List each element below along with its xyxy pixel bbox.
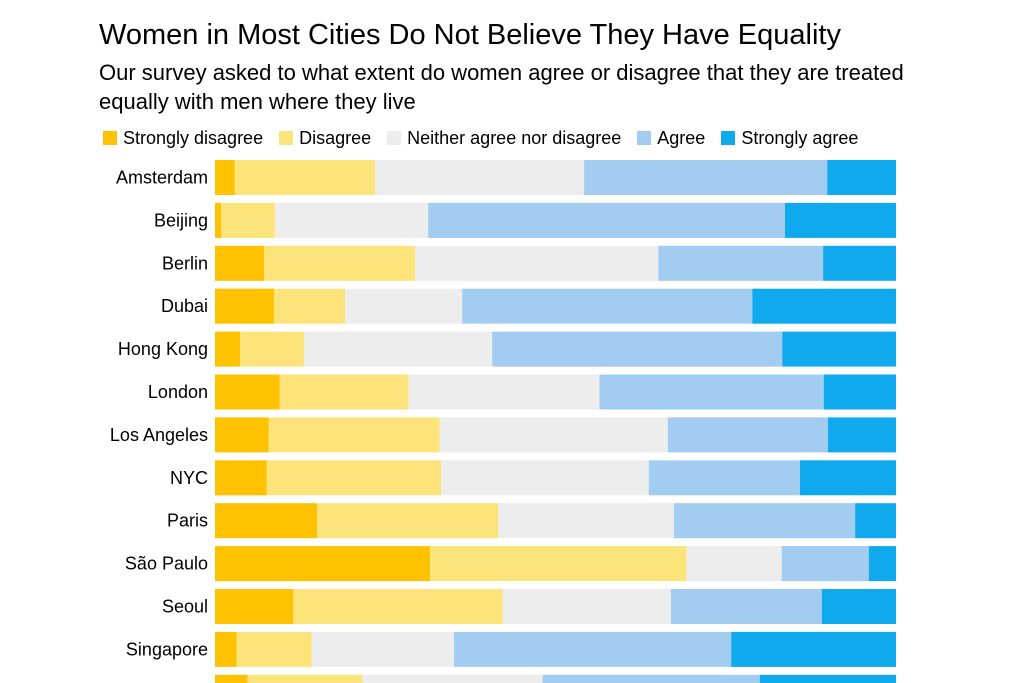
category-label: Beijing (154, 210, 208, 230)
bar-segment (439, 417, 668, 453)
bar-segment (599, 374, 824, 410)
chart-subtitle: Our survey asked to what extent do women… (99, 60, 904, 114)
bar-segment (686, 546, 782, 582)
bar-segment (731, 631, 896, 667)
bar-segment (215, 674, 248, 683)
legend-label: Disagree (299, 128, 372, 148)
bar-segment (247, 674, 363, 683)
bar-segment (293, 589, 503, 624)
bar-segment (345, 288, 463, 324)
bar-segment (667, 417, 828, 453)
bar-segment (454, 631, 732, 667)
bar-segment (311, 631, 455, 667)
legend-label: Strongly agree (741, 128, 859, 148)
legend: Strongly disagree Disagree Neither agree n… (103, 127, 874, 149)
bar-segment (215, 417, 269, 453)
bar-segment (670, 589, 822, 624)
bar-segment (268, 417, 440, 453)
category-label: Dubai (161, 296, 208, 316)
legend-label: Agree (657, 128, 706, 148)
legend-swatch (279, 131, 294, 145)
category-label: São Paulo (125, 554, 208, 574)
bar-segment (362, 674, 543, 683)
bar-segment (781, 546, 869, 582)
bar-segment (317, 503, 499, 539)
bar-segment (673, 503, 856, 539)
bar-segment (236, 631, 312, 667)
bar-segment (215, 374, 280, 410)
bar-segment (415, 245, 659, 281)
category-label: London (148, 382, 208, 402)
bar-segment (215, 331, 241, 367)
bar-segment (215, 160, 235, 195)
bar-segment (375, 160, 585, 195)
bar-segment (264, 245, 416, 281)
legend-swatch (637, 131, 652, 145)
bar-segment (274, 202, 429, 238)
legend-swatch (387, 131, 402, 145)
category-label: Berlin (162, 253, 208, 273)
category-label: Amsterdam (116, 168, 208, 188)
bar-segment (759, 674, 896, 683)
bar-segment (441, 460, 649, 496)
category-label: Los Angeles (110, 425, 208, 445)
category-label: Hong Kong (118, 339, 208, 359)
bar-segment (215, 460, 267, 496)
bar-segment (408, 374, 600, 410)
category-label: Seoul (162, 597, 208, 617)
bar-segment (266, 460, 442, 496)
category-label: NYC (170, 468, 208, 488)
bar-segment (821, 589, 896, 624)
category-label: Paris (167, 511, 208, 531)
legend-item: Agree (637, 127, 705, 149)
bar-segment (868, 546, 896, 582)
legend-label: Strongly disagree (123, 128, 264, 148)
legend-swatch (103, 131, 117, 145)
bar-segment (542, 674, 760, 683)
bar-segment (429, 546, 687, 582)
bar-segment (492, 331, 783, 367)
legend-item: Neither agree nor disagree (387, 127, 621, 149)
bar-segment (827, 160, 896, 195)
bar-segment (827, 417, 896, 453)
bar-segment (752, 288, 896, 324)
bar-segment (658, 245, 824, 281)
bar-segment (502, 589, 671, 624)
bar-segment (855, 503, 896, 539)
bar-segment (240, 331, 305, 367)
bar-segment (279, 374, 409, 410)
legend-swatch (721, 131, 736, 145)
bar-segment (782, 331, 896, 367)
bar-segment (304, 331, 493, 367)
bar-segment (215, 503, 318, 539)
bar-segment (221, 202, 275, 238)
bar-segment (799, 460, 896, 496)
chart-title: Women in Most Cities Do Not Believe They… (99, 19, 841, 51)
legend-label: Neither agree nor disagree (407, 128, 622, 148)
bar-segment (648, 460, 800, 496)
legend-item: Strongly disagree (103, 127, 263, 149)
legend-item: Strongly agree (721, 127, 858, 149)
bar-segment (215, 245, 265, 281)
bar-segment (215, 589, 294, 624)
bar-segment (215, 546, 430, 582)
bar-segment (215, 202, 222, 238)
bar-segment (498, 503, 674, 539)
bar-segment (428, 202, 785, 238)
bar-segment (234, 160, 376, 195)
category-label: Singapore (126, 639, 208, 659)
bar-segment (462, 288, 753, 324)
bar-segment (823, 374, 896, 410)
legend-item: Disagree (279, 127, 371, 149)
bar-segment (784, 202, 896, 238)
bar-segment (823, 245, 896, 281)
bar-segment (584, 160, 828, 195)
bar-segment (215, 288, 275, 324)
bar-segment (274, 288, 346, 324)
bar-segment (215, 631, 237, 667)
